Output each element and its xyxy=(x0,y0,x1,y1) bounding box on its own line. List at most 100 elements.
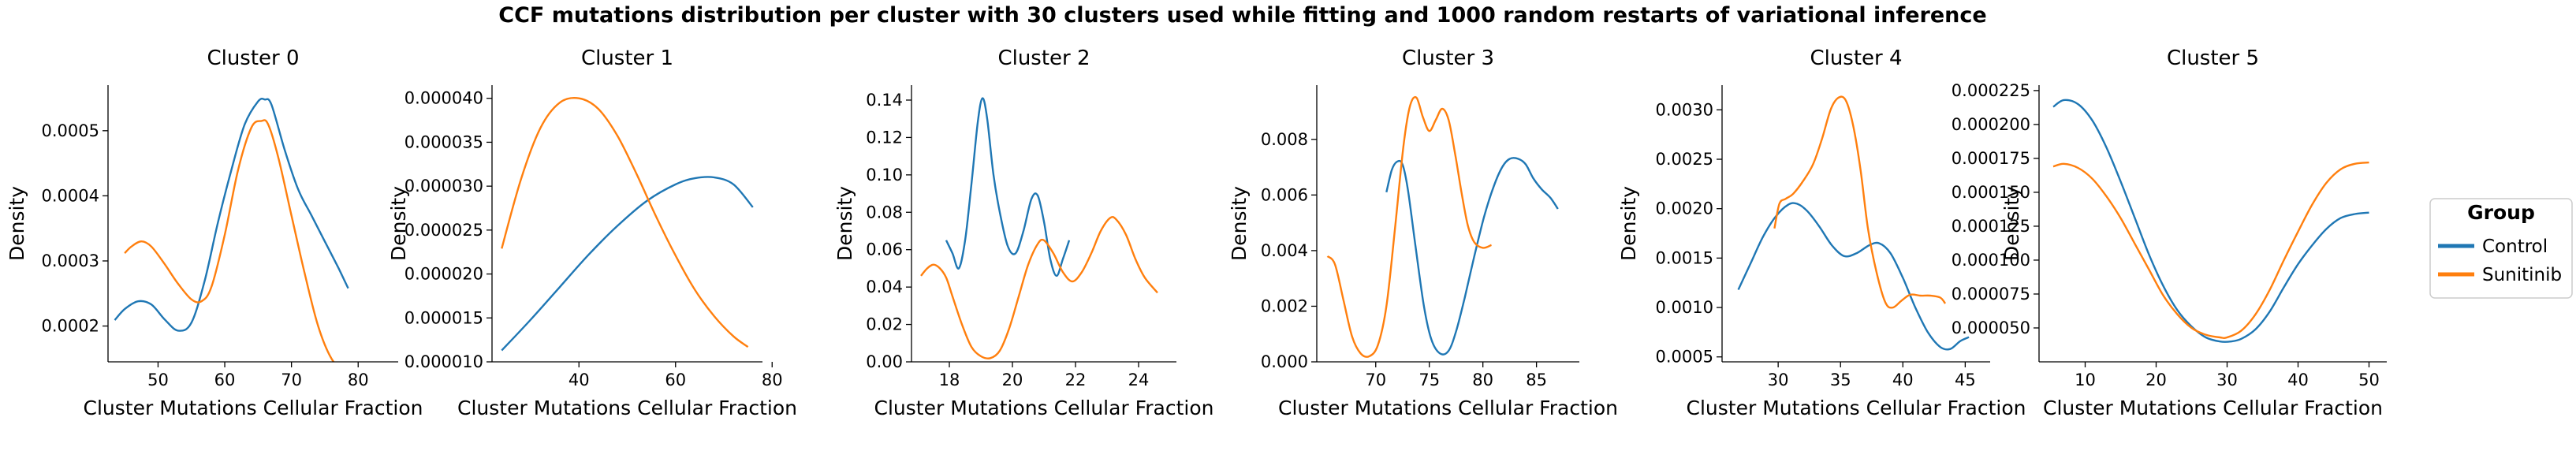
series-line-control xyxy=(945,97,1071,277)
y-axis-label: Density xyxy=(833,186,856,261)
x-tick-label: 60 xyxy=(214,371,236,389)
series-line-control xyxy=(501,176,754,352)
x-tick-label: 30 xyxy=(1768,371,1789,389)
x-tick-label: 80 xyxy=(348,371,369,389)
y-tick-label: 0.000010 xyxy=(404,352,483,371)
series-line-sunitinib xyxy=(501,96,749,348)
subplot-grid: 50 60 70 80 0.0002 0.0003 0.0004 0.0005 Cluster … xyxy=(6,47,2387,419)
subplot-5: 10 20 30 40 50 0.000050 0.000075 0.000100 0.0001… xyxy=(1952,47,2387,419)
x-tick-label: 10 xyxy=(2075,371,2096,389)
x-tick-label: 40 xyxy=(2287,371,2309,389)
y-tick-label: 0.006 xyxy=(1261,185,1308,204)
y-tick-label: 0.004 xyxy=(1261,241,1308,260)
subplot-title: Cluster 1 xyxy=(581,47,673,70)
x-axis-label: Cluster Mutations Cellular Fraction xyxy=(457,397,797,419)
subplot-title: Cluster 0 xyxy=(207,47,299,70)
y-tick-label: 0.000075 xyxy=(1952,285,2030,304)
series-line-sunitinib xyxy=(2052,161,2369,340)
x-axis-label: Cluster Mutations Cellular Fraction xyxy=(2043,397,2383,419)
x-tick-label: 45 xyxy=(1955,371,1976,389)
y-tick-label: 0.0004 xyxy=(42,186,99,205)
x-tick-label: 40 xyxy=(1892,371,1914,389)
series-line-sunitinib xyxy=(1773,95,1947,309)
x-axis-label: Cluster Mutations Cellular Fraction xyxy=(1687,397,2026,419)
y-tick-label: 0.000150 xyxy=(1952,183,2030,202)
y-tick-label: 0.0015 xyxy=(1656,248,1713,267)
x-tick-label: 70 xyxy=(281,371,302,389)
y-tick-label: 0.000030 xyxy=(404,177,483,196)
series-line-sunitinib xyxy=(1326,95,1492,358)
x-tick-label: 24 xyxy=(1128,371,1150,389)
y-tick-label: 0.000040 xyxy=(404,89,483,108)
y-tick-label: 0.000125 xyxy=(1952,217,2030,236)
figure-title: CCF mutations distribution per cluster w… xyxy=(498,3,1986,28)
y-tick-label: 0.000050 xyxy=(1952,318,2030,337)
y-tick-label: 0.0005 xyxy=(42,121,99,140)
y-tick-label: 0.000 xyxy=(1261,352,1308,371)
legend-label-control: Control xyxy=(2482,236,2548,257)
y-tick-label: 0.000020 xyxy=(404,265,483,284)
series-line-control xyxy=(2052,99,2369,343)
y-tick-label: 0.02 xyxy=(866,315,903,334)
y-tick-label: 0.04 xyxy=(866,277,903,296)
y-tick-label: 0.0030 xyxy=(1656,100,1713,119)
x-tick-label: 22 xyxy=(1065,371,1087,389)
y-tick-label: 0.002 xyxy=(1261,296,1308,315)
y-axis-label: Density xyxy=(1228,186,1251,261)
y-tick-label: 0.0002 xyxy=(42,317,99,336)
x-tick-label: 20 xyxy=(2145,371,2167,389)
y-tick-label: 0.000025 xyxy=(404,221,483,240)
x-axis-label: Cluster Mutations Cellular Fraction xyxy=(84,397,423,419)
subplot-title: Cluster 5 xyxy=(2167,47,2259,70)
y-tick-label: 0.06 xyxy=(866,240,903,259)
x-tick-label: 35 xyxy=(1830,371,1851,389)
subplot-1: 40 60 80 0.000010 0.000015 0.000020 0.000025 0.… xyxy=(387,47,797,419)
subplot-4: 30 35 40 45 0.0005 0.0010 0.0015 0.0020 0.0025 0.… xyxy=(1617,47,2026,419)
series-line-control xyxy=(1385,157,1559,356)
x-tick-label: 18 xyxy=(939,371,960,389)
y-tick-label: 0.000100 xyxy=(1952,251,2030,270)
y-tick-label: 0.0025 xyxy=(1656,150,1713,169)
series-line-sunitinib xyxy=(920,215,1158,359)
series-line-control xyxy=(114,97,349,332)
x-tick-label: 60 xyxy=(665,371,686,389)
y-tick-label: 0.0010 xyxy=(1656,298,1713,317)
y-tick-label: 0.14 xyxy=(866,91,903,110)
y-tick-label: 0.000035 xyxy=(404,132,483,151)
legend-label-sunitinib: Sunitinib xyxy=(2482,265,2562,285)
y-tick-label: 0.0003 xyxy=(42,251,99,270)
x-tick-label: 80 xyxy=(1472,371,1493,389)
x-tick-label: 75 xyxy=(1418,371,1440,389)
y-axis-label: Density xyxy=(387,186,410,261)
y-tick-label: 0.000225 xyxy=(1952,81,2030,100)
x-axis-label: Cluster Mutations Cellular Fraction xyxy=(1278,397,1618,419)
series-line-control xyxy=(1737,202,1970,351)
y-axis-label: Density xyxy=(6,186,28,261)
y-tick-label: 0.000200 xyxy=(1952,115,2030,134)
subplot-3: 70 75 80 85 0.000 0.002 0.004 0.006 0.008 Cluster… xyxy=(1228,47,1618,419)
y-tick-label: 0.000015 xyxy=(404,308,483,327)
subplot-title: Cluster 3 xyxy=(1402,47,1494,70)
y-axis-label: Density xyxy=(2000,186,2023,261)
x-tick-label: 50 xyxy=(2358,371,2380,389)
x-tick-label: 80 xyxy=(762,371,783,389)
x-tick-label: 40 xyxy=(569,371,590,389)
subplot-0: 50 60 70 80 0.0002 0.0003 0.0004 0.0005 Cluster … xyxy=(6,47,423,419)
subplot-title: Cluster 4 xyxy=(1810,47,1902,70)
y-tick-label: 0.008 xyxy=(1261,130,1308,149)
legend: Group Control Sunitinib xyxy=(2429,198,2573,299)
x-tick-label: 20 xyxy=(1002,371,1023,389)
legend-title: Group xyxy=(2467,201,2535,224)
subplot-title: Cluster 2 xyxy=(997,47,1090,70)
y-tick-label: 0.000175 xyxy=(1952,149,2030,168)
y-tick-label: 0.08 xyxy=(866,203,903,222)
x-axis-label: Cluster Mutations Cellular Fraction xyxy=(874,397,1214,419)
y-tick-label: 0.12 xyxy=(866,128,903,147)
x-tick-label: 30 xyxy=(2216,371,2238,389)
y-tick-label: 0.0020 xyxy=(1656,199,1713,218)
x-tick-label: 70 xyxy=(1365,371,1386,389)
y-axis-label: Density xyxy=(1617,186,1640,261)
subplot-2: 18 20 22 24 0.00 0.02 0.04 0.06 0.08 0.10 0.12 0.14… xyxy=(833,47,1213,419)
x-tick-label: 50 xyxy=(147,371,169,389)
